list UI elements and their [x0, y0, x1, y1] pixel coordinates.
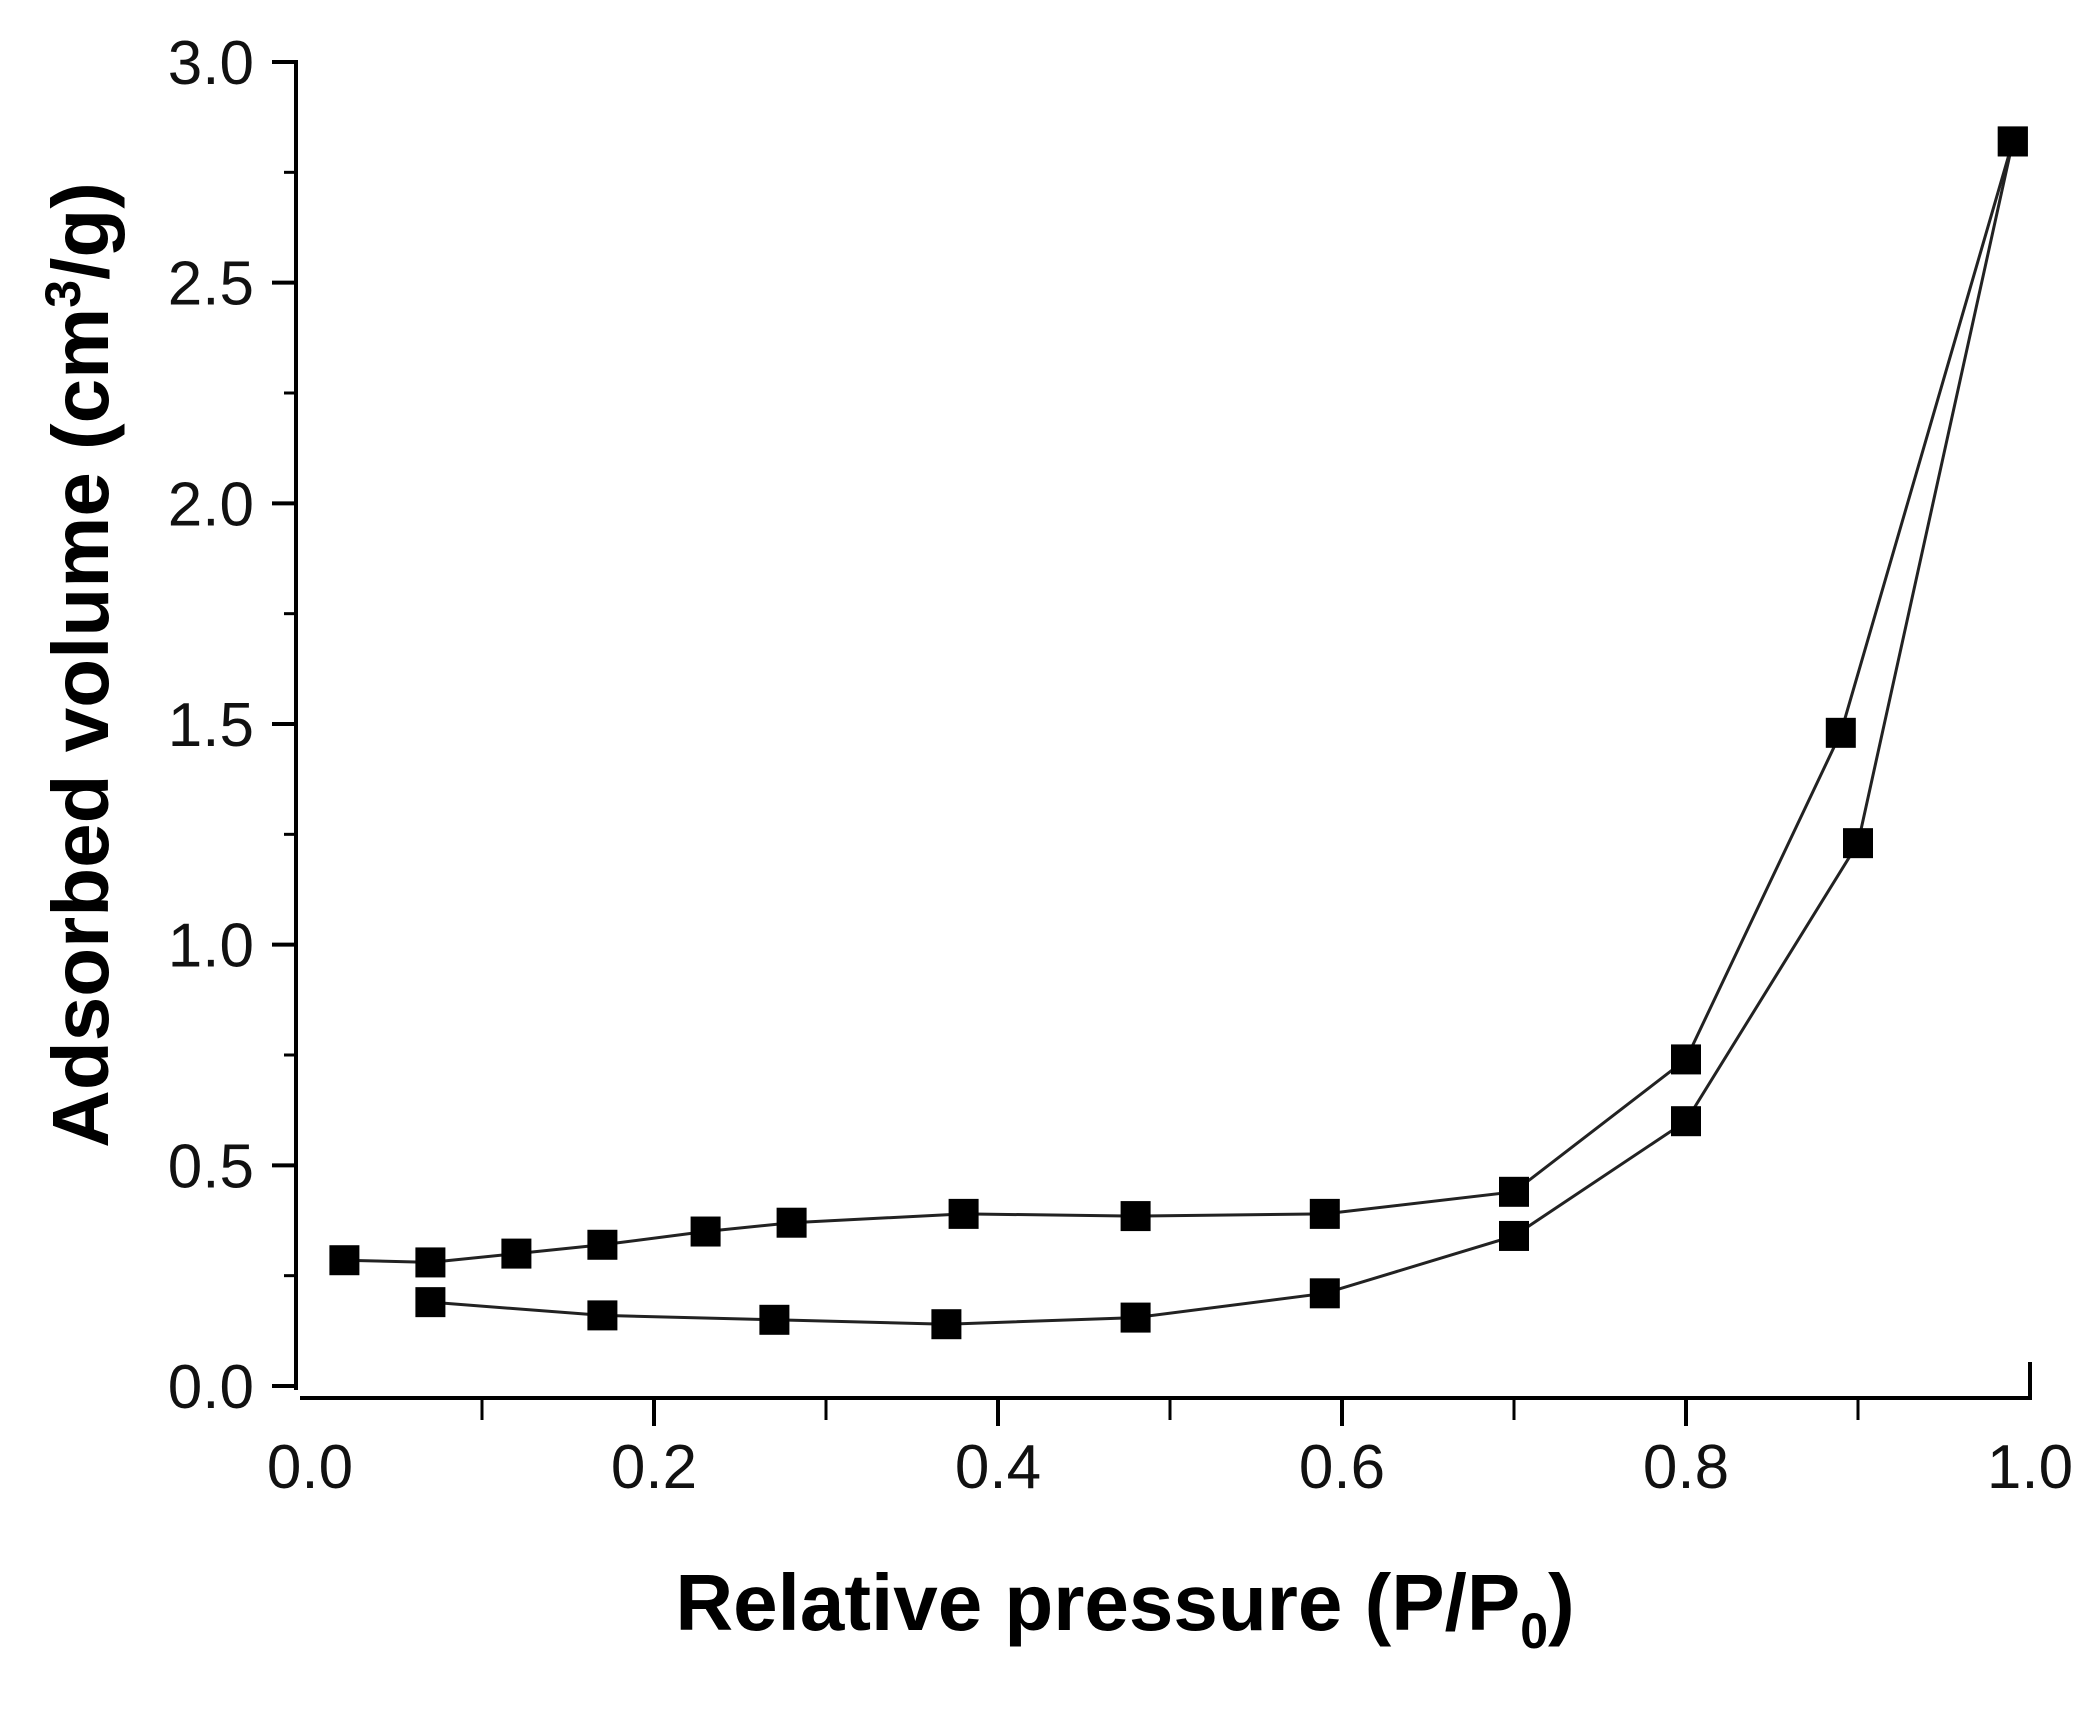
adsorption-point [1671, 1106, 1701, 1137]
desorption-point [948, 1198, 979, 1229]
adsorption-point [1499, 1220, 1529, 1251]
x-tick-label: 0.6 [1299, 1433, 1385, 1502]
desorption-point [501, 1238, 532, 1269]
adsorption-point [931, 1309, 962, 1340]
desorption-point [776, 1207, 807, 1238]
x-axis-title-main: Relative pressure (P/P [675, 1558, 1520, 1647]
adsorption-point [1309, 1278, 1340, 1309]
y-tick-label: 1.0 [168, 912, 254, 981]
desorption-point [1997, 126, 2028, 157]
desorption-point [1671, 1044, 1701, 1075]
y-tick-label: 0.0 [168, 1353, 254, 1422]
x-axis-title-close: ) [1548, 1558, 1575, 1647]
desorption-point [1120, 1201, 1151, 1232]
y-axis-title-close: /g) [36, 182, 125, 280]
adsorption-point [759, 1304, 790, 1335]
y-tick-label: 3.0 [168, 29, 254, 98]
desorption-point [329, 1245, 360, 1276]
x-tick-label: 0.8 [1643, 1433, 1729, 1502]
x-axis-title: Relative pressure (P/P0) [675, 1558, 1574, 1659]
x-axis-title-subscript: 0 [1520, 1603, 1548, 1659]
y-axis-title: Adsorbed volume (cm3/g) [35, 182, 125, 1148]
adsorption-point [1120, 1302, 1151, 1333]
x-tick-label: 0.2 [611, 1433, 697, 1502]
desorption-point [1499, 1176, 1529, 1207]
y-tick-label: 1.5 [168, 691, 254, 760]
series-layer [329, 126, 2028, 1340]
y-tick-label: 0.5 [168, 1132, 254, 1201]
adsorption-point [1843, 828, 1873, 859]
y-axis-title-main: Adsorbed volume (cm [36, 308, 125, 1148]
adsorption-point [587, 1300, 618, 1331]
adsorption-point [415, 1287, 446, 1318]
y-axis-title-superscript: 3 [35, 280, 91, 308]
desorption-point [690, 1216, 721, 1247]
desorption-point [1309, 1198, 1340, 1229]
desorption-point [415, 1247, 446, 1278]
y-axis-ticks: 0.0 0.5 1.0 1.5 2.0 2.5 3.0 [168, 29, 296, 1422]
axes [294, 60, 2032, 1400]
y-tick-label: 2.0 [168, 470, 254, 539]
x-tick-label: 0.0 [267, 1433, 353, 1502]
x-tick-label: 1.0 [1987, 1433, 2073, 1502]
desorption-point [587, 1229, 618, 1260]
x-tick-label: 0.4 [955, 1433, 1041, 1502]
desorption-point [1825, 717, 1856, 748]
y-tick-label: 2.5 [168, 250, 254, 319]
adsorption-line [430, 141, 2015, 1326]
x-axis-ticks: 0.0 0.2 0.4 0.6 0.8 1.0 [267, 1362, 2073, 1502]
desorption-line [344, 141, 2015, 1264]
